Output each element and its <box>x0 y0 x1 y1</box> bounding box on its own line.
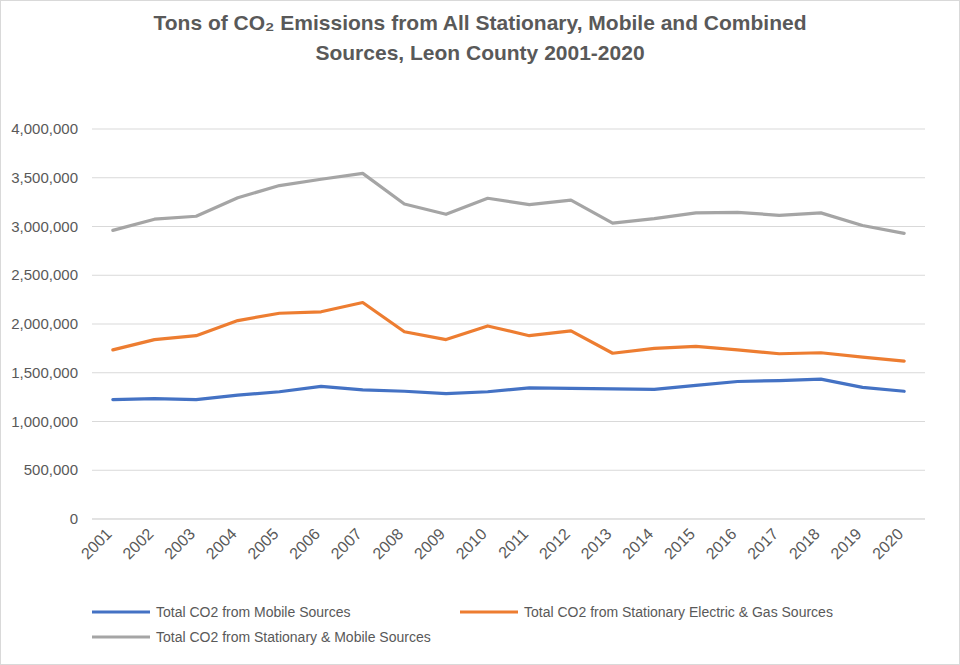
legend-label: Total CO2 from Mobile Sources <box>156 604 351 620</box>
x-tick-label: 2013 <box>578 525 615 562</box>
x-tick-label: 2003 <box>161 525 198 562</box>
y-tick-label: 0 <box>70 510 78 527</box>
x-tick-label: 2012 <box>536 525 573 562</box>
grid-line <box>92 519 925 520</box>
y-tick-label: 500,000 <box>24 461 78 478</box>
x-tick-label: 2005 <box>244 525 281 562</box>
legend-swatch <box>460 610 518 613</box>
x-tick-label: 2006 <box>286 525 323 562</box>
x-tick-label: 2011 <box>495 525 531 561</box>
y-tick-label: 3,500,000 <box>11 169 78 186</box>
x-tick-label: 2002 <box>119 525 156 562</box>
grid-line <box>92 324 925 325</box>
legend-label: Total CO2 from Stationary Electric & Gas… <box>524 604 833 620</box>
grid-line <box>92 226 925 227</box>
grid-line <box>92 372 925 373</box>
grid-line <box>92 470 925 471</box>
y-tick-label: 1,500,000 <box>11 364 78 381</box>
legend-label: Total CO2 from Stationary & Mobile Sourc… <box>156 629 431 645</box>
chart-svg: 0 500,000 1,000,000 1,500,000 2,000,000 2,500… <box>0 0 960 665</box>
chart-title: Tons of CO₂ Emissions from All Stationar… <box>110 8 850 68</box>
grid-line <box>92 275 925 276</box>
legend: Total CO2 from Mobile Sources Total CO2 f… <box>92 604 833 645</box>
series-line <box>113 379 904 399</box>
y-tick-label: 2,500,000 <box>11 266 78 283</box>
grid-line <box>92 129 925 130</box>
x-tick-label: 2016 <box>703 525 740 562</box>
y-tick-label: 4,000,000 <box>11 120 78 137</box>
grid-line <box>92 421 925 422</box>
x-tick-label: 2001 <box>78 525 115 562</box>
x-tick-label: 2009 <box>411 525 448 562</box>
x-tick-label: 2010 <box>453 525 490 562</box>
y-tick-label: 3,000,000 <box>11 218 78 235</box>
x-axis-line <box>92 519 925 520</box>
x-tick-label: 2015 <box>661 525 698 562</box>
x-tick-label: 2018 <box>786 525 823 562</box>
series-line <box>113 173 904 233</box>
legend-swatch <box>92 635 150 638</box>
x-tick-label: 2004 <box>203 525 240 562</box>
grid <box>92 129 925 519</box>
chart-frame <box>1 1 960 665</box>
y-tick-label: 2,000,000 <box>11 315 78 332</box>
x-tick-label: 2014 <box>619 525 656 562</box>
legend-swatch <box>92 610 150 613</box>
x-tick-label: 2007 <box>328 525 365 562</box>
x-tick-label: 2008 <box>369 525 406 562</box>
series-group <box>113 173 904 399</box>
grid-line <box>92 177 925 178</box>
x-tick-label: 2019 <box>827 525 864 562</box>
x-tick-label: 2020 <box>869 525 906 562</box>
chart-root: Tons of CO₂ Emissions from All Stationar… <box>0 0 960 665</box>
y-tick-label: 1,000,000 <box>11 413 78 430</box>
x-tick-label: 2017 <box>744 525 781 562</box>
series-line <box>113 303 904 362</box>
